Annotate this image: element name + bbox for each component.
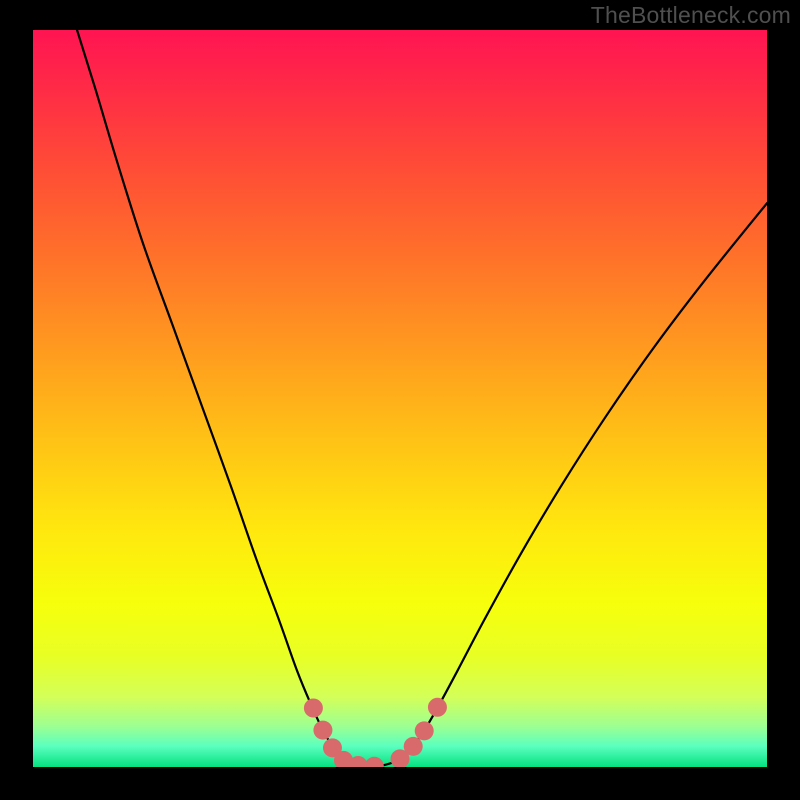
marker-left-1 (313, 721, 332, 740)
watermark-text: TheBottleneck.com (591, 2, 791, 29)
marker-right-1 (404, 737, 423, 756)
gradient-background (33, 30, 767, 767)
marker-right-2 (415, 721, 434, 740)
plot-svg (33, 30, 767, 767)
plot-area (33, 30, 767, 767)
marker-right-3 (428, 698, 447, 717)
marker-left-0 (304, 699, 323, 718)
